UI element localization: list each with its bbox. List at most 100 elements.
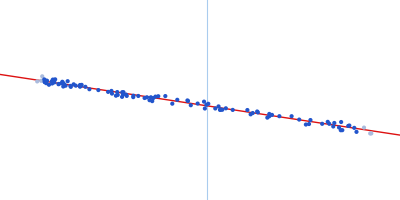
Point [123, 93, 129, 96]
Point [77, 85, 83, 88]
Point [114, 90, 120, 94]
Point [202, 107, 208, 110]
Point [86, 88, 92, 91]
Point [346, 124, 352, 127]
Point [324, 120, 331, 123]
Point [120, 91, 127, 94]
Point [120, 93, 126, 96]
Point [141, 96, 148, 100]
Point [264, 116, 270, 119]
Point [108, 89, 115, 93]
Point [218, 108, 224, 111]
Point [50, 78, 56, 81]
Point [144, 96, 150, 99]
Point [155, 95, 162, 98]
Point [44, 79, 50, 82]
Point [194, 102, 201, 105]
Point [49, 82, 55, 85]
Point [149, 100, 156, 103]
Point [52, 78, 58, 81]
Point [223, 107, 229, 110]
Point [345, 124, 352, 128]
Point [130, 96, 136, 99]
Point [250, 111, 256, 115]
Point [338, 129, 344, 132]
Point [201, 100, 207, 103]
Point [105, 90, 111, 93]
Point [109, 92, 115, 95]
Point [276, 115, 282, 118]
Point [60, 81, 66, 84]
Point [78, 83, 85, 86]
Point [203, 103, 210, 106]
Point [78, 84, 84, 88]
Point [217, 108, 223, 112]
Point [326, 122, 332, 125]
Point [336, 126, 342, 129]
Point [266, 115, 272, 118]
Point [49, 80, 55, 83]
Point [330, 125, 336, 128]
Point [269, 113, 275, 117]
Point [39, 75, 46, 78]
Point [219, 108, 226, 111]
Point [244, 108, 250, 112]
Point [152, 95, 159, 98]
Point [43, 82, 50, 85]
Point [38, 79, 44, 82]
Point [353, 130, 360, 133]
Point [60, 82, 67, 85]
Point [339, 129, 346, 132]
Point [60, 82, 67, 86]
Point [248, 113, 254, 116]
Point [303, 123, 309, 126]
Point [59, 80, 66, 83]
Point [338, 120, 344, 124]
Point [113, 94, 119, 97]
Point [188, 104, 194, 107]
Point [51, 81, 58, 84]
Point [34, 80, 40, 83]
Point [68, 85, 74, 88]
Point [169, 102, 176, 105]
Point [119, 95, 125, 98]
Point [95, 88, 102, 92]
Point [77, 83, 83, 87]
Point [205, 102, 212, 105]
Point [58, 82, 65, 85]
Point [174, 98, 180, 101]
Point [288, 115, 295, 118]
Point [368, 132, 374, 135]
Point [254, 110, 260, 113]
Point [42, 80, 48, 83]
Point [82, 85, 89, 88]
Point [41, 78, 48, 81]
Point [307, 118, 314, 122]
Point [367, 132, 373, 135]
Point [55, 83, 62, 86]
Point [56, 82, 62, 86]
Point [124, 94, 130, 98]
Point [319, 122, 325, 125]
Point [184, 99, 191, 102]
Point [77, 84, 83, 87]
Point [67, 84, 74, 87]
Point [185, 99, 191, 103]
Point [351, 126, 358, 129]
Point [296, 118, 302, 121]
Point [331, 121, 338, 125]
Point [135, 94, 142, 98]
Point [119, 91, 126, 94]
Point [62, 84, 69, 87]
Point [361, 126, 367, 129]
Point [46, 83, 52, 86]
Point [60, 85, 66, 88]
Point [148, 96, 154, 99]
Point [70, 83, 77, 86]
Point [215, 105, 222, 108]
Point [212, 107, 218, 110]
Point [150, 96, 156, 100]
Point [130, 94, 136, 97]
Point [146, 99, 153, 102]
Point [42, 81, 48, 84]
